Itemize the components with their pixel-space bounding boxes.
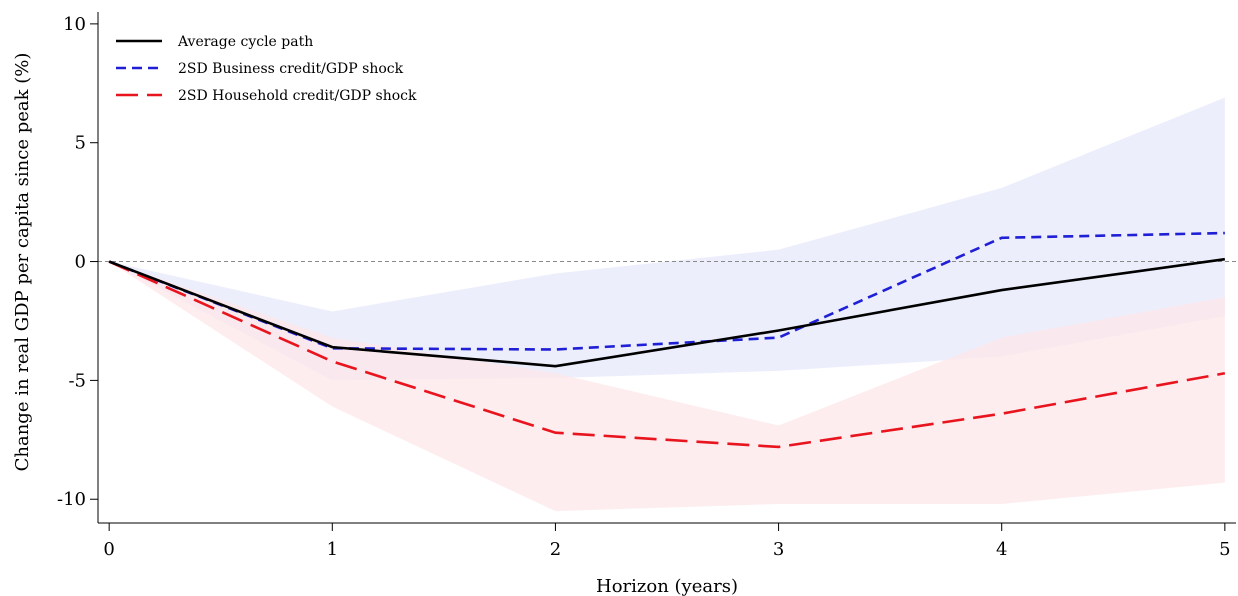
series-line-0 xyxy=(108,257,1226,368)
series-line-2 xyxy=(108,260,1226,449)
legend-label-2: 2SD Household credit/GDP shock xyxy=(178,88,417,104)
confidence-bands xyxy=(109,97,1225,512)
x-tick-label: 1 xyxy=(327,539,338,560)
y-tick-label: -10 xyxy=(57,489,86,510)
legend: Average cycle path 2SD Business credit/GD… xyxy=(116,34,417,104)
y-tick-label: 0 xyxy=(75,252,86,273)
x-tick-label: 4 xyxy=(996,539,1007,560)
y-tick-label: -5 xyxy=(68,370,86,391)
legend-label-0: Average cycle path xyxy=(177,34,313,50)
confidence-band-1 xyxy=(109,97,1225,381)
series-lines xyxy=(108,231,1226,449)
x-tick-label: 3 xyxy=(773,539,784,560)
x-tick-label: 0 xyxy=(103,539,114,560)
x-axis-title: Horizon (years) xyxy=(596,576,738,596)
y-tick-label: 10 xyxy=(63,14,86,35)
x-tick-label: 5 xyxy=(1219,539,1230,560)
legend-label-1: 2SD Business credit/GDP shock xyxy=(178,61,404,77)
y-axis-title: Change in real GDP per capita since peak… xyxy=(12,53,33,472)
confidence-band-2 xyxy=(109,261,1225,512)
x-tick-label: 2 xyxy=(550,539,561,560)
axes: 10 5 0 -5 -10 0 1 2 3 4 5 xyxy=(57,12,1236,560)
y-tick-label: 5 xyxy=(75,133,86,154)
